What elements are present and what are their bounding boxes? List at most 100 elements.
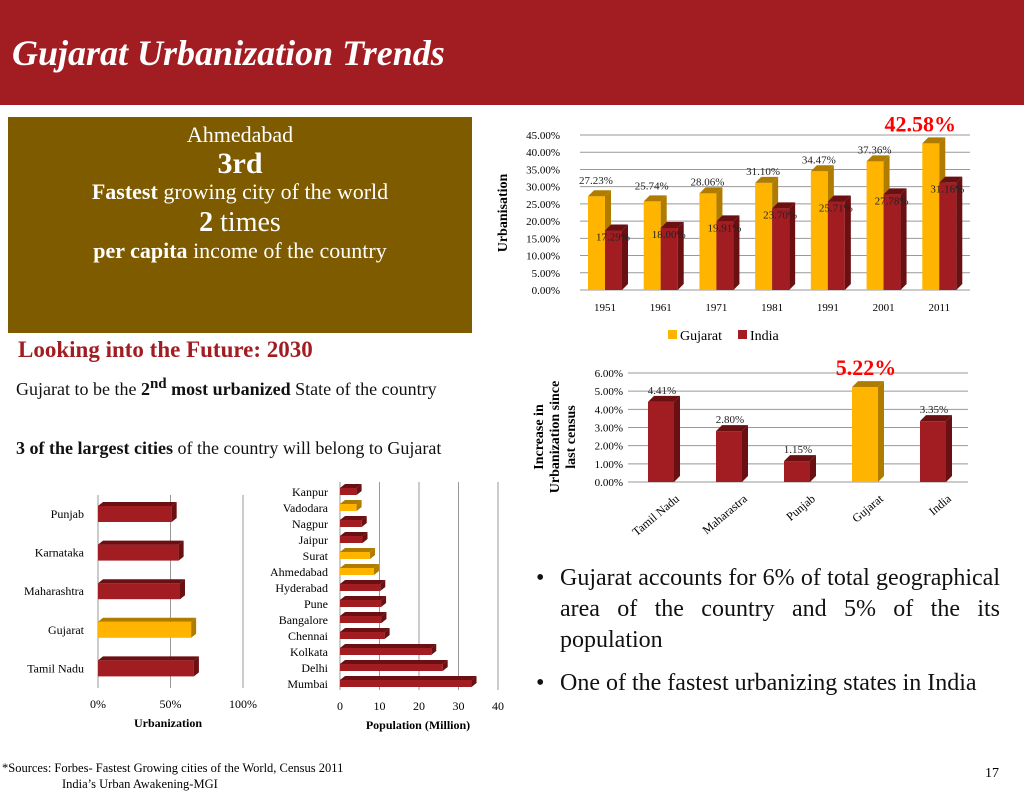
y-tick-label: Jaipur — [299, 533, 328, 547]
x-tick-label: India — [926, 491, 954, 518]
y-tick-label: 6.00% — [595, 368, 623, 380]
box-bold: per capita — [93, 238, 188, 264]
bar — [340, 536, 363, 543]
bar-top — [340, 580, 386, 584]
bar — [98, 583, 181, 600]
bar-side — [362, 532, 368, 543]
bar-side — [370, 548, 376, 559]
source-line: *Sources: Forbes- Fastest Growing cities… — [2, 761, 344, 775]
y-tick-label: 15.00% — [526, 233, 560, 245]
page-number: 17 — [985, 766, 999, 781]
bar — [716, 431, 742, 482]
data-label: 42.58% — [885, 111, 957, 136]
bar-side — [193, 656, 199, 677]
bar-side — [373, 564, 379, 575]
future-para-2: 3 of the largest cities of the country w… — [16, 436, 450, 460]
data-label: 17.29% — [596, 231, 630, 243]
bar-top — [340, 564, 379, 568]
header-bar — [0, 0, 1024, 105]
bar-side — [900, 188, 907, 290]
bar-top — [98, 617, 197, 622]
bar — [883, 194, 901, 290]
legend-label: Gujarat — [680, 329, 722, 344]
x-tick-label: 1971 — [705, 302, 727, 314]
bar-top — [340, 532, 368, 536]
bar — [827, 201, 845, 290]
x-tick-label: 1991 — [817, 302, 839, 314]
page-title: Gujarat Urbanization Trends — [12, 33, 445, 73]
text: Gujarat to be the — [16, 379, 141, 399]
bar-side — [622, 224, 628, 290]
bar-side — [361, 516, 367, 527]
box-city: Ahmedabad — [186, 122, 294, 147]
y-tick-label: 20.00% — [526, 216, 560, 228]
bar-side — [380, 580, 386, 591]
bullet-list: Gujarat accounts for 6% of total geograp… — [536, 563, 1000, 711]
bar-side — [356, 500, 362, 511]
data-label: 4.41% — [648, 385, 676, 397]
bar — [340, 664, 443, 671]
y-tick-label: 0.00% — [595, 477, 623, 489]
y-tick-label: Hyderabad — [275, 581, 328, 595]
bar-side — [431, 644, 437, 655]
bar-side — [742, 425, 748, 482]
text: 2 — [140, 379, 150, 399]
bar-top — [98, 579, 186, 584]
x-tick-label: 1951 — [594, 302, 616, 314]
y-tick-label: 30.00% — [526, 182, 560, 194]
bar-top — [716, 425, 748, 432]
y-tick-label: Maharashtra — [24, 584, 85, 598]
bar-side — [677, 222, 684, 290]
bar-side — [956, 176, 963, 290]
bar-top — [866, 155, 890, 162]
bar-side — [442, 660, 448, 671]
data-label: 31.16% — [930, 184, 964, 196]
x-tick-label: Gujarat — [849, 491, 886, 525]
y-tick-label: Gujarat — [48, 623, 85, 637]
bar — [98, 506, 172, 522]
bar — [340, 632, 385, 639]
box-bold: 2 — [199, 207, 214, 239]
bar-side — [178, 540, 184, 561]
bar-top — [340, 676, 477, 680]
bar-top — [340, 612, 387, 616]
bar-top — [883, 188, 907, 195]
bar-top — [827, 195, 851, 202]
bar — [605, 230, 622, 290]
bar-top — [939, 176, 963, 183]
y-tick-label: 3.00% — [595, 423, 623, 435]
x-tick-label: 20 — [413, 699, 425, 713]
highlight-box: Ahmedabad 3rd Fastest growing city of th… — [8, 117, 472, 333]
y-tick-label: 5.00% — [595, 386, 623, 398]
box-line4: 2 times — [8, 207, 472, 239]
source-line: India’s Urban Awakening-MGI — [62, 777, 218, 791]
bar-side — [674, 395, 680, 482]
x-tick-label: 10 — [374, 699, 386, 713]
bar-top — [755, 176, 779, 183]
data-label: 27.78% — [875, 195, 909, 207]
legend-swatch — [738, 330, 747, 339]
bar-top — [98, 540, 184, 545]
x-tick-label: 100% — [229, 697, 257, 711]
y-tick-label: 40.00% — [526, 147, 560, 159]
x-axis-title: Population (Million) — [366, 718, 470, 732]
x-tick-label: Tamil Nadu — [629, 492, 682, 539]
y-axis-title: last census — [564, 405, 579, 469]
bar-top — [922, 137, 946, 144]
bar — [340, 568, 374, 575]
data-label: 3.35% — [920, 404, 948, 416]
y-tick-label: Nagpur — [292, 517, 328, 531]
bar — [699, 193, 717, 290]
bar-top — [643, 195, 667, 202]
bar-side — [180, 579, 186, 600]
bar — [340, 648, 432, 655]
data-label: 19.91% — [707, 222, 741, 234]
y-tick-label: Chennai — [288, 629, 329, 643]
bar — [340, 600, 382, 607]
x-tick-label: 50% — [160, 697, 182, 711]
box-line5: per capita income of the country — [8, 239, 472, 263]
x-axis-title: Urbanization — [134, 716, 202, 730]
bar — [852, 387, 878, 482]
bar-side — [384, 628, 390, 639]
